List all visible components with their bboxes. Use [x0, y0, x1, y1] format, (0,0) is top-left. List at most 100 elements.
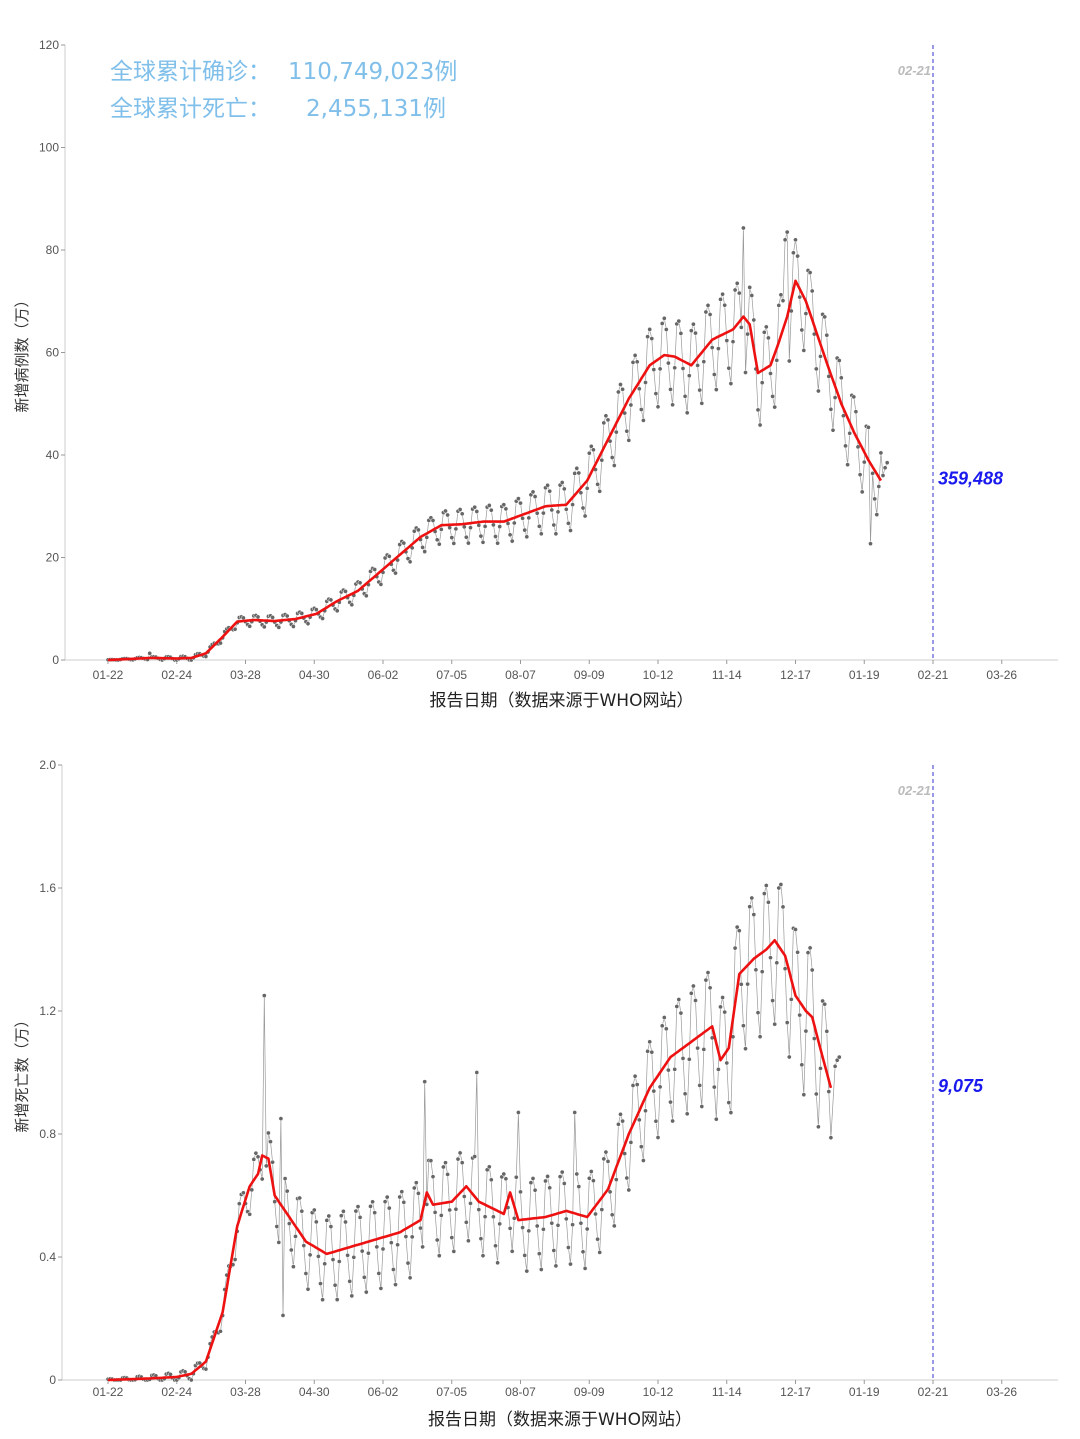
- data-point: [530, 489, 536, 495]
- data-point: [813, 366, 819, 372]
- data-point: [147, 650, 153, 656]
- data-point: [736, 928, 742, 934]
- data-point: [334, 608, 340, 614]
- data-point: [868, 541, 873, 547]
- data-point: [686, 373, 692, 379]
- data-point: [738, 325, 744, 330]
- data-point: [480, 1253, 486, 1259]
- data-point: [699, 1104, 705, 1109]
- data-point: [368, 1204, 373, 1209]
- data-point: [349, 1293, 355, 1299]
- x-tick-label: 10-12: [643, 1385, 674, 1399]
- data-point: [259, 1176, 265, 1182]
- data-point: [778, 292, 784, 298]
- data-point: [847, 430, 853, 436]
- data-point: [495, 1260, 500, 1266]
- data-point: [874, 512, 880, 517]
- data-point: [872, 496, 878, 502]
- data-point: [822, 1001, 828, 1007]
- data-point: [711, 1084, 717, 1090]
- data-point: [593, 1211, 598, 1217]
- data-point: [632, 1073, 638, 1079]
- y-tick-label: 1.6: [39, 881, 56, 895]
- data-point: [632, 353, 638, 358]
- data-point: [341, 1208, 346, 1214]
- data-point: [774, 960, 780, 966]
- y-axis-title: 新增病例数（万）: [13, 292, 31, 412]
- x-axis-title: 报告日期（数据来源于WHO网站）: [428, 1410, 692, 1430]
- data-point: [724, 338, 730, 343]
- data-point: [497, 524, 503, 529]
- data-point: [424, 535, 430, 540]
- data-point: [793, 237, 798, 243]
- data-point: [305, 621, 311, 627]
- data-point: [713, 1116, 719, 1122]
- data-point: [684, 410, 690, 416]
- data-point: [318, 1281, 323, 1286]
- data-point: [582, 1266, 588, 1271]
- data-point: [397, 1194, 403, 1200]
- data-point: [766, 899, 771, 905]
- data-point: [655, 404, 661, 410]
- data-point: [678, 331, 684, 336]
- data-point: [753, 967, 759, 973]
- data-point: [313, 607, 319, 612]
- data-point: [476, 522, 482, 528]
- data-point: [526, 515, 532, 521]
- deaths-chart: 0 0.4 0.8 1.2 1.6 2.0 01-22 02-24 03-28 04-30 06-0…: [13, 758, 1058, 1430]
- data-point: [649, 1049, 655, 1055]
- x-tick-label: 02-24: [161, 668, 192, 682]
- data-point: [274, 1224, 280, 1229]
- data-point: [813, 1091, 819, 1097]
- data-point: [755, 407, 761, 413]
- data-point: [672, 1066, 678, 1072]
- data-point: [524, 1268, 530, 1274]
- data-point: [682, 1091, 688, 1097]
- data-point: [413, 1180, 419, 1186]
- data-point: [857, 472, 863, 478]
- data-point: [784, 229, 790, 235]
- x-tick-label: 03-26: [986, 668, 1017, 682]
- data-point: [599, 1207, 605, 1212]
- data-point: [449, 535, 455, 540]
- data-point: [836, 1054, 842, 1060]
- data-point: [695, 1045, 700, 1051]
- data-point: [716, 346, 721, 351]
- data-point: [716, 1067, 721, 1072]
- data-point: [595, 1236, 600, 1242]
- data-point: [722, 1009, 728, 1015]
- data-point: [859, 489, 865, 495]
- data-point: [628, 402, 634, 408]
- data-point: [247, 623, 253, 629]
- data-point: [832, 395, 838, 400]
- data-point: [409, 1234, 415, 1240]
- data-point: [626, 1187, 632, 1193]
- x-tick-label: 01-19: [849, 1385, 880, 1399]
- data-point: [653, 1118, 659, 1124]
- data-point: [522, 1253, 528, 1258]
- data-point: [611, 463, 617, 468]
- data-point: [459, 1160, 465, 1166]
- data-point: [861, 459, 867, 465]
- data-point: [422, 1079, 428, 1085]
- data-point: [876, 484, 882, 489]
- data-point: [507, 532, 513, 538]
- data-point: [455, 1156, 461, 1162]
- data-point: [272, 1199, 278, 1205]
- data-point: [807, 945, 813, 951]
- data-point: [501, 1171, 507, 1177]
- data-point: [705, 970, 711, 975]
- data-point: [607, 1189, 613, 1195]
- data-point: [782, 966, 788, 972]
- data-point: [705, 303, 711, 308]
- data-point: [816, 388, 821, 394]
- x-tick-label: 04-30: [299, 1385, 330, 1399]
- data-point: [343, 1219, 348, 1225]
- data-point: [393, 1282, 398, 1287]
- data-point: [838, 375, 844, 381]
- data-point: [434, 1237, 440, 1243]
- data-point: [661, 315, 667, 321]
- data-point: [530, 1176, 536, 1181]
- data-point: [313, 1219, 319, 1225]
- data-point: [438, 1213, 444, 1218]
